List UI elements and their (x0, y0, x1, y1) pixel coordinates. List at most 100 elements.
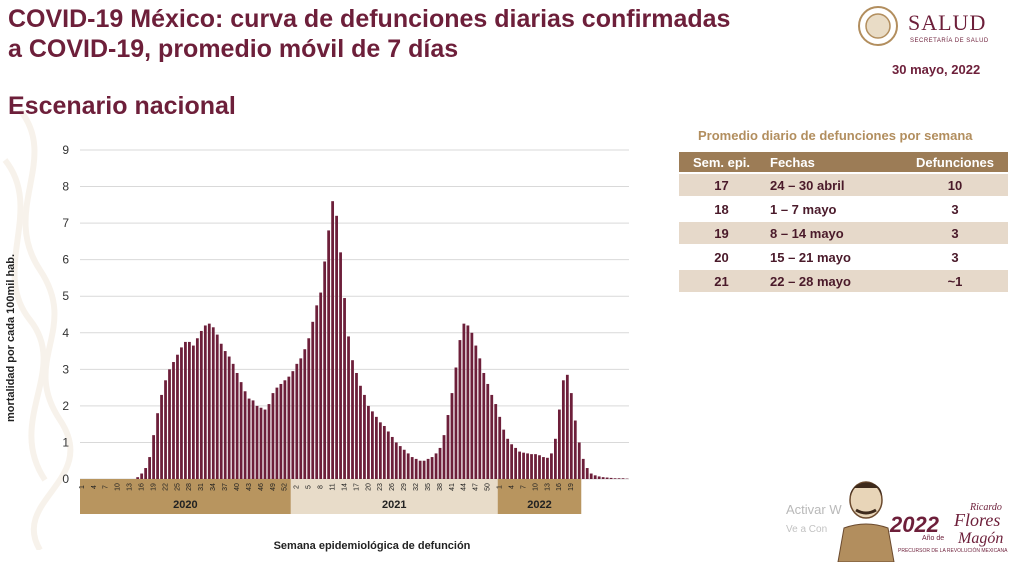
x-tick-label: 10 (115, 483, 122, 491)
bar (148, 457, 152, 479)
bar (569, 393, 573, 479)
bar (136, 477, 140, 479)
column-header: Defunciones (902, 152, 1008, 172)
bar (199, 330, 203, 479)
bar (621, 478, 625, 479)
page-subtitle: Escenario nacional (8, 92, 236, 120)
bar (195, 338, 199, 479)
bar (561, 380, 565, 479)
x-tick-label: 46 (258, 483, 265, 491)
bar (231, 363, 235, 479)
bar (573, 420, 577, 479)
bar (211, 327, 215, 479)
bar (303, 349, 307, 479)
x-tick-label: 52 (282, 483, 289, 491)
bar (279, 383, 283, 479)
x-tick-label: 19 (150, 483, 157, 491)
bar (343, 298, 346, 479)
bar (550, 453, 553, 479)
bar (446, 415, 450, 479)
background-pattern (2, 108, 74, 550)
year-label: 2020 (173, 499, 197, 511)
commemorative-name-3: Magón (957, 530, 1003, 547)
x-tick-label: 44 (461, 483, 468, 491)
table-cell: 3 (902, 246, 1008, 268)
bar (176, 354, 179, 479)
table-row: 20 15 – 21 mayo 3 (679, 246, 1008, 268)
table-row: 21 22 – 28 mayo ~1 (679, 270, 1008, 292)
y-tick-label: 0 (62, 472, 69, 486)
x-tick-label: 14 (341, 483, 348, 491)
x-tick-label: 28 (186, 483, 193, 491)
bar (506, 438, 510, 479)
x-tick-label: 34 (210, 483, 217, 491)
bar (442, 435, 446, 479)
bar (140, 473, 144, 479)
bar (609, 477, 613, 479)
commemorative-name-1: Ricardo (969, 502, 1002, 513)
table-cell: 3 (902, 198, 1008, 220)
table-row: 18 1 – 7 mayo 3 (679, 198, 1008, 220)
bar (478, 358, 482, 479)
x-tick-label: 16 (556, 483, 563, 491)
table-cell: ~1 (902, 270, 1008, 292)
commemorative-year: 2022 (889, 512, 940, 537)
x-tick-label: 17 (353, 483, 360, 491)
bar (510, 444, 514, 479)
bar (565, 374, 569, 479)
bar (239, 382, 243, 479)
x-tick-label: 25 (174, 483, 181, 491)
x-tick-label: 20 (365, 483, 372, 491)
commemorative-name-2: Flores (953, 510, 1000, 530)
bar (188, 341, 191, 479)
bar (398, 446, 402, 479)
bar (378, 422, 382, 479)
x-tick-label: 26 (389, 483, 396, 491)
bar (518, 451, 521, 479)
report-date: 30 mayo, 2022 (892, 62, 981, 77)
x-axis-label: Semana epidemiológica de defunción (274, 540, 471, 552)
table-cell: 18 (679, 198, 764, 220)
bar (502, 429, 506, 479)
bar (526, 453, 529, 479)
year-band (80, 479, 291, 514)
year-label: 2021 (382, 499, 406, 511)
bar (144, 468, 148, 479)
ricardo-flores-magon-emblem: 2022 Año de Ricardo Flores Magón PRECURS… (837, 481, 1008, 562)
bar (311, 321, 315, 479)
bar (291, 371, 295, 479)
salud-logo: SALUD SECRETARÍA DE SALUD (858, 6, 988, 46)
bar (470, 332, 474, 479)
bar (613, 478, 617, 479)
bar (390, 436, 394, 479)
table-cell: 19 (679, 222, 764, 244)
x-tick-label: 38 (437, 483, 444, 491)
bar (534, 454, 537, 479)
bar (215, 334, 219, 479)
table-row: 19 8 – 14 mayo 3 (679, 222, 1008, 244)
column-header: Fechas (764, 152, 902, 172)
bar (514, 447, 518, 479)
y-tick-label: 3 (62, 362, 69, 376)
bar (402, 449, 406, 479)
bar (359, 385, 362, 479)
x-tick-label: 4 (508, 485, 515, 489)
seal-icon (858, 6, 898, 46)
x-tick-label: 31 (198, 483, 205, 491)
bar (164, 380, 167, 479)
bar (522, 452, 525, 479)
y-tick-label: 7 (62, 216, 69, 230)
bar (335, 215, 338, 480)
bar (371, 411, 374, 479)
bar (172, 362, 175, 479)
bar (156, 413, 159, 479)
bar (323, 261, 327, 479)
year-label: 2022 (527, 499, 551, 511)
bar (474, 345, 478, 479)
x-tick-label: 41 (449, 483, 456, 491)
bar (410, 457, 414, 479)
y-tick-label: 8 (62, 180, 69, 194)
bar (367, 405, 370, 479)
table-cell: 15 – 21 mayo (764, 246, 902, 268)
year-band (497, 479, 582, 514)
